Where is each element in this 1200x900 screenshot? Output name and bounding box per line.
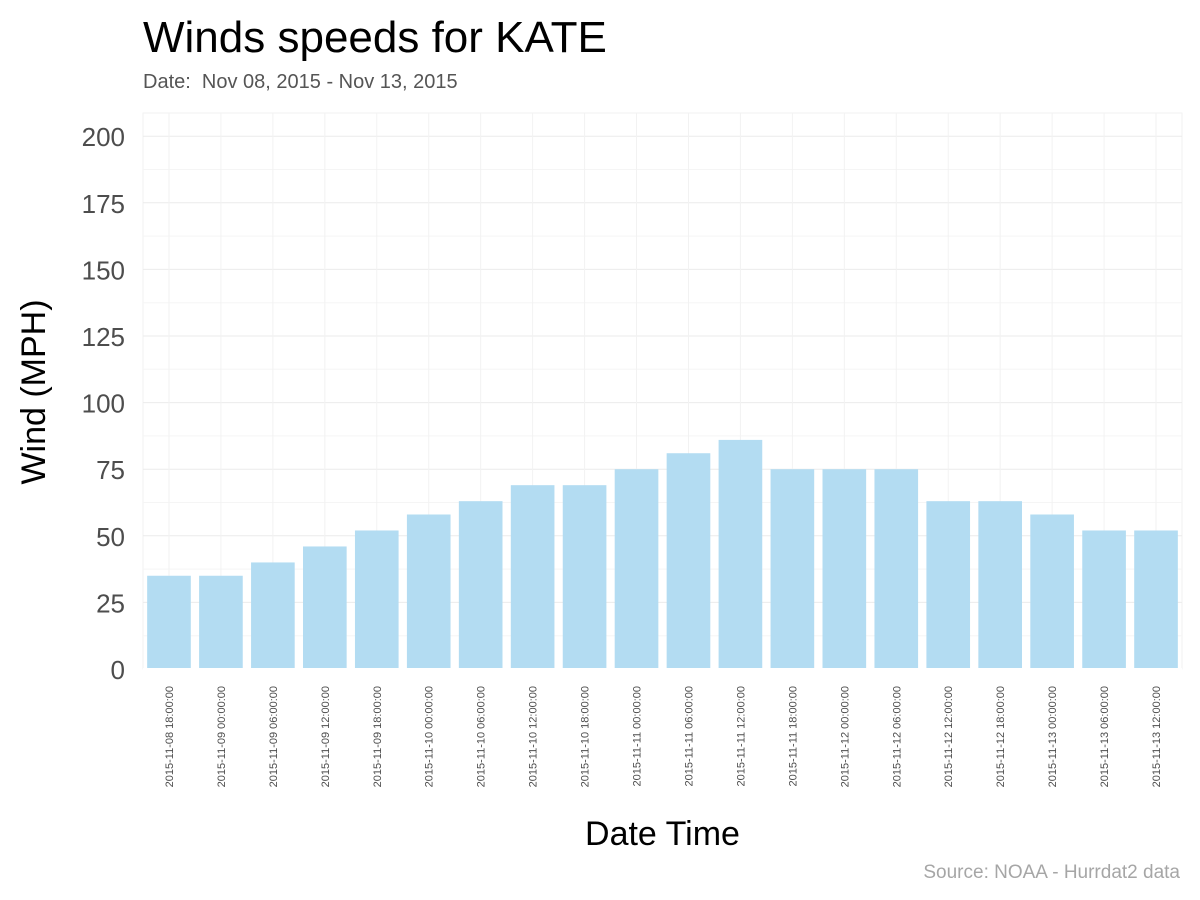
chart-caption: Source: NOAA - Hurrdat2 data [923,862,1180,883]
x-tick-label: 2015-11-10 00:00:00 [424,686,436,787]
bar [458,501,503,669]
x-tick-label: 2015-11-09 12:00:00 [320,686,332,787]
grid-lines [142,112,1183,670]
y-tick-label: 50 [96,522,125,552]
x-tick-label: 2015-11-10 18:00:00 [580,686,592,787]
x-tick-label: 2015-11-12 06:00:00 [891,686,903,787]
y-tick-label: 125 [82,322,125,352]
bar [1030,514,1074,669]
bar [614,469,659,669]
x-tick-label: 2015-11-12 00:00:00 [839,686,851,787]
bar [199,575,243,669]
x-axis-title: Date Time [585,815,740,853]
x-tick-label: 2015-11-13 06:00:00 [1099,686,1111,787]
x-tick-labels: 2015-11-08 18:00:00 2015-11-09 00:00:00 20… [164,686,1163,787]
y-tick-label: 150 [82,255,125,285]
bar [770,469,815,669]
x-tick-label: 2015-11-09 00:00:00 [216,686,228,787]
bar [978,501,1022,669]
y-tick-label: 25 [96,588,125,618]
bar [510,485,555,669]
bars [143,439,1182,670]
x-tick-label: 2015-11-08 18:00:00 [164,686,176,787]
plot-panel-border [142,112,1183,670]
x-tick-label: 2015-11-13 00:00:00 [1047,686,1059,787]
bar [1082,530,1126,669]
bar [406,514,451,669]
bar [874,469,919,669]
x-tick-label: 2015-11-10 06:00:00 [476,686,488,787]
bar [926,501,971,669]
x-tick-label: 2015-11-09 06:00:00 [268,686,280,787]
bar [562,485,607,669]
bar [1134,530,1178,669]
x-tick-label: 2015-11-12 12:00:00 [943,686,955,787]
x-tick-label: 2015-11-11 00:00:00 [632,686,644,787]
x-tick-label: 2015-11-10 12:00:00 [528,686,540,787]
y-tick-label: 0 [111,655,125,685]
bar [251,562,295,669]
y-tick-labels: 0 25 50 75 100 125 150 175 200 [82,122,125,685]
x-tick-label: 2015-11-11 18:00:00 [787,686,799,787]
y-tick-label: 100 [82,389,125,419]
y-tick-label: 175 [82,189,125,219]
chart-title: Winds speeds for KATE [143,13,607,62]
chart-subtitle: Date: Nov 08, 2015 - Nov 13, 2015 [143,71,458,93]
x-tick-label: 2015-11-11 06:00:00 [683,686,695,787]
x-tick-label: 2015-11-09 18:00:00 [372,686,384,787]
bar [354,530,399,669]
x-tick-label: 2015-11-12 18:00:00 [995,686,1007,787]
bar [147,575,191,669]
bar [718,439,763,669]
bar [303,546,347,669]
x-tick-label: 2015-11-13 12:00:00 [1151,686,1163,787]
bar [666,453,711,669]
y-tick-label: 200 [82,122,125,152]
y-tick-label: 75 [96,455,125,485]
x-tick-label: 2015-11-11 12:00:00 [735,686,747,787]
bar [822,469,867,669]
y-axis-title: Wind (MPH) [15,299,53,485]
